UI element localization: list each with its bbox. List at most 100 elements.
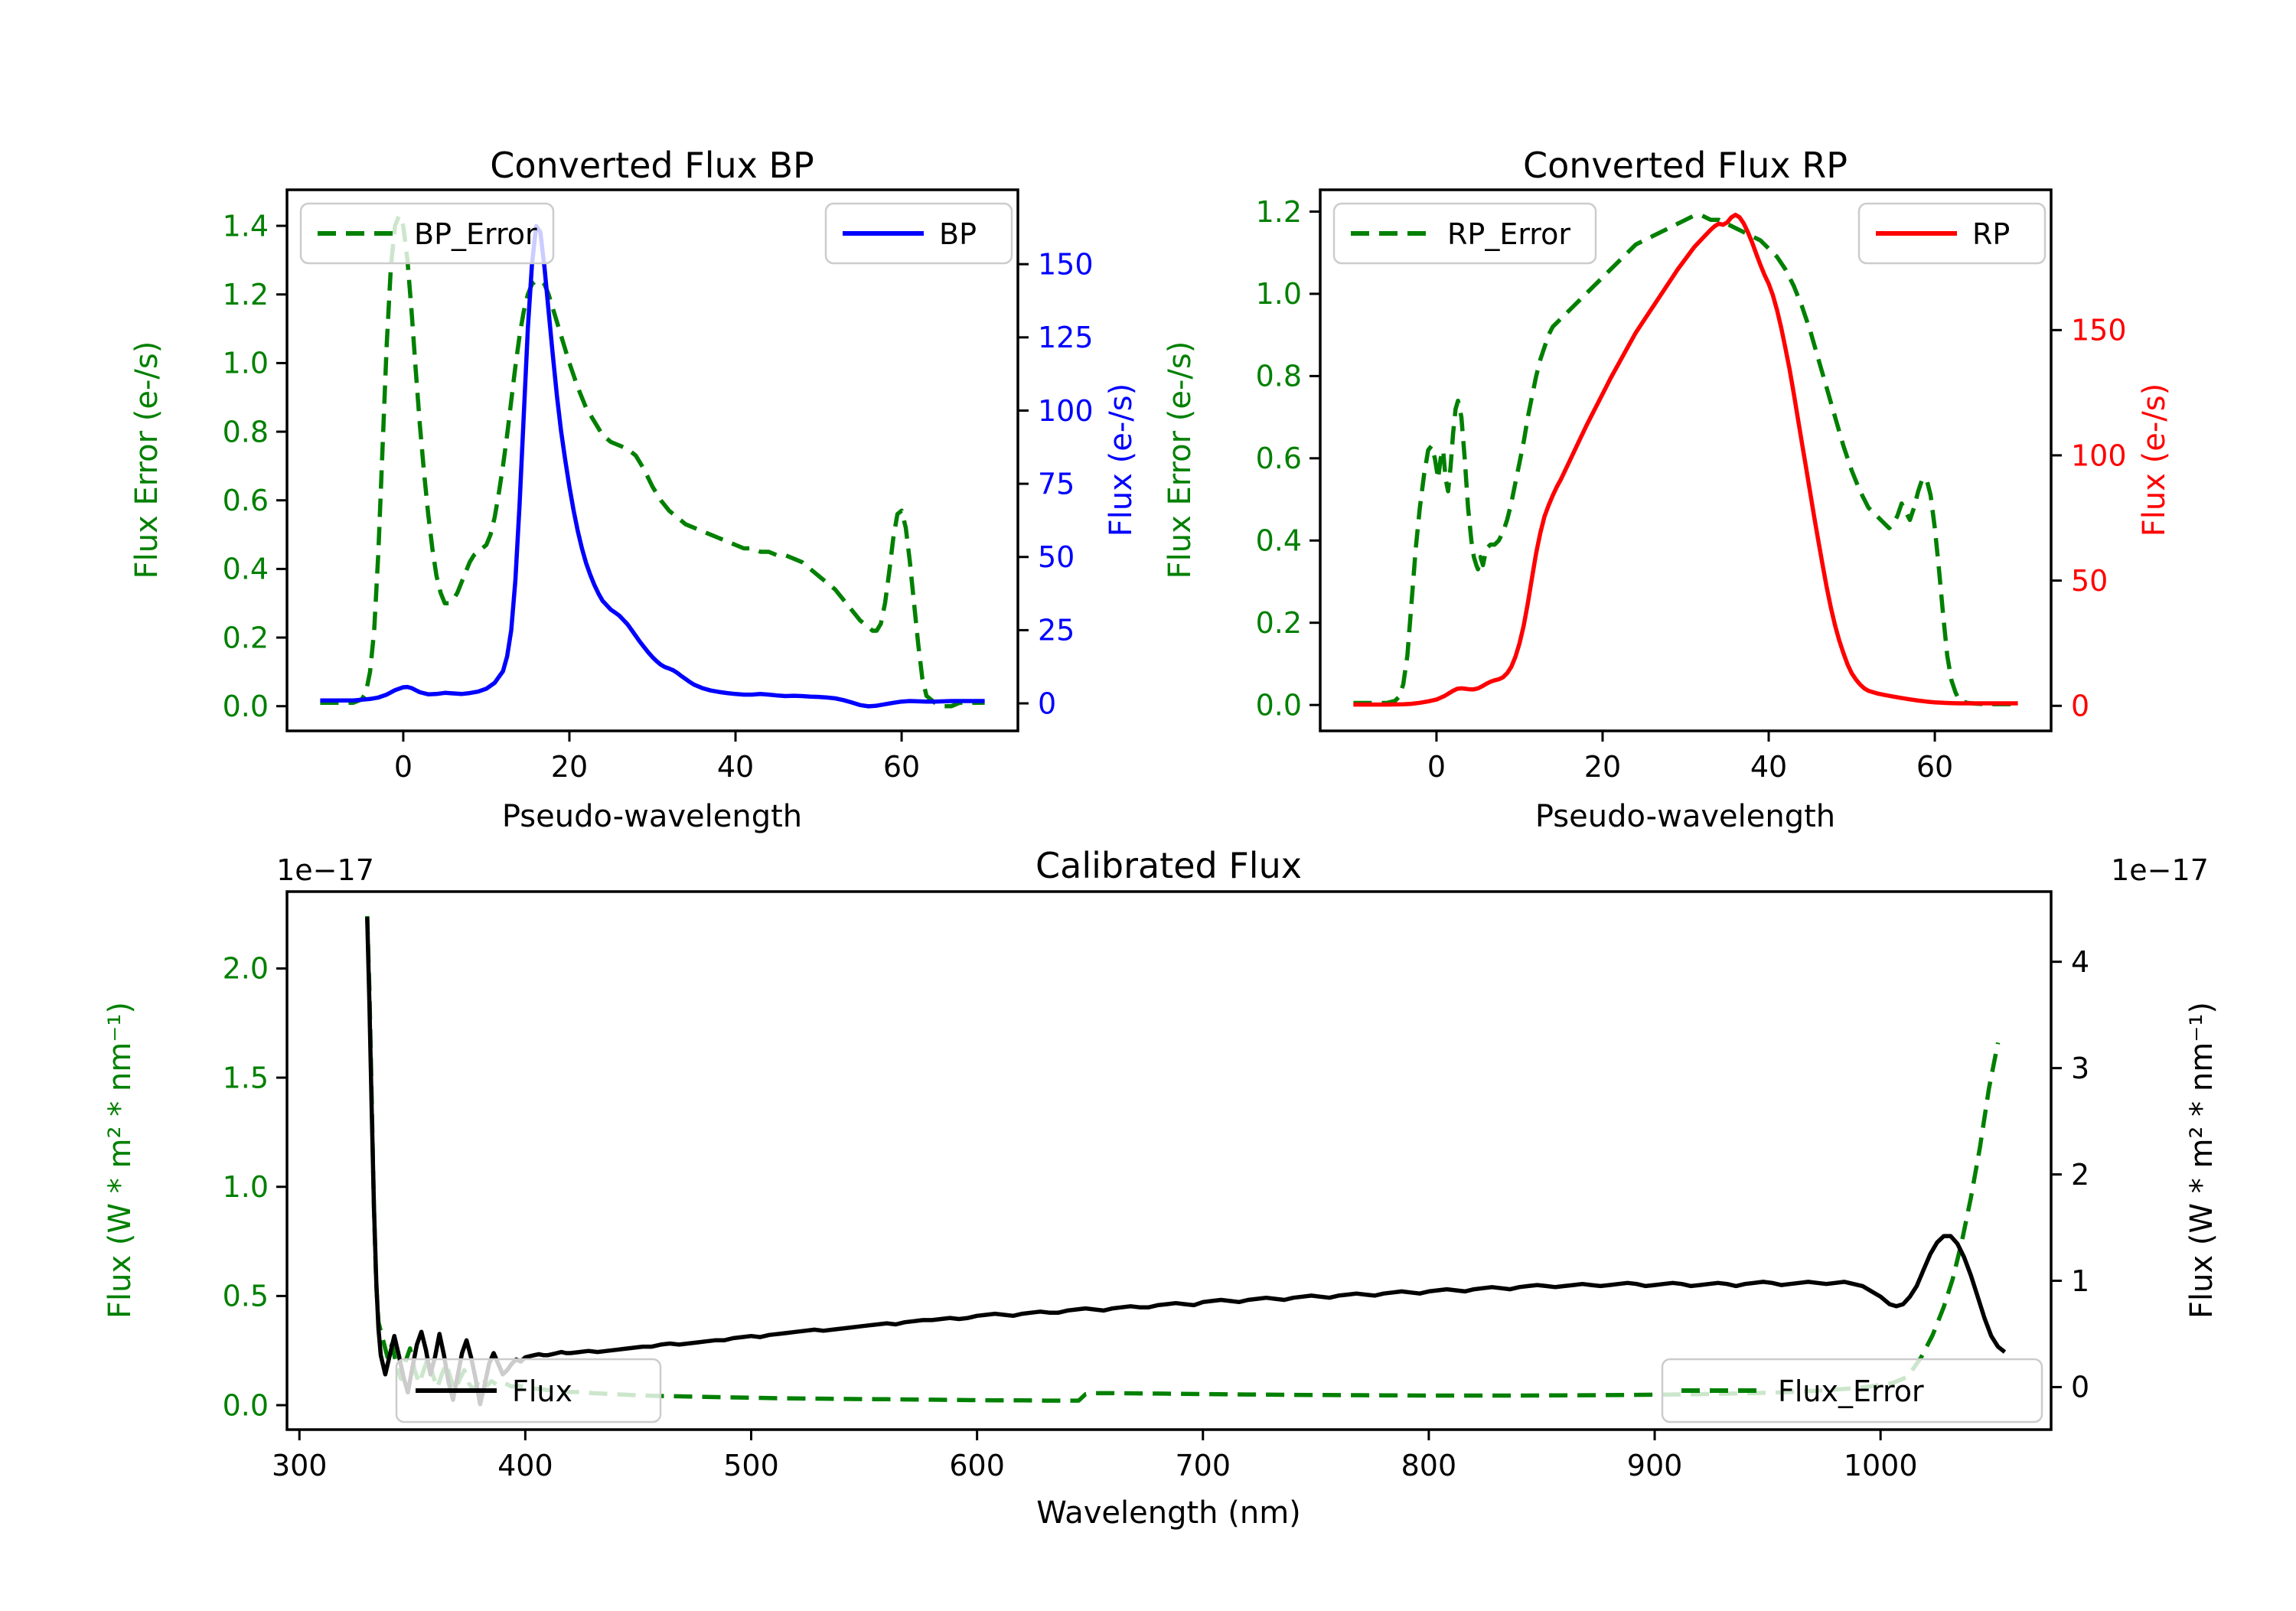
y-tick-label-left: 1.0 [223,347,269,380]
y-tick-label-right: 4 [2071,945,2089,979]
x-tick-label: 20 [551,750,588,784]
y-tick-label-right: 150 [2071,314,2127,347]
y-tick-label-right: 3 [2071,1052,2089,1085]
y-tick-label-left: 0.2 [223,621,269,654]
y-tick-label-right: 2 [2071,1158,2089,1192]
y-tick-label-left: 0.8 [1256,360,1302,393]
y-tick-label-left: 0.0 [223,690,269,723]
cal-ticks: 300 400 500 600 700 800 900 1000 0.0 0.5 1.0 1.5 2.0… [223,945,2090,1482]
x-tick-label: 700 [1176,1449,1231,1482]
y-tick-label-right: 50 [1038,540,1075,574]
legend-frame [299,202,555,265]
y-tick-label-left: 0.8 [223,415,269,448]
bp-curves [320,213,985,709]
bp-ticks: 0 20 40 60 0.0 0.2 0.4 0.6 0.8 1.0 1.2 1.4 0 25 50 75 10… [223,209,1094,784]
bp-line [320,223,985,709]
y-tick-label-right: 75 [1038,467,1075,501]
rp-curves [1353,212,2018,707]
rp-error-legend: RP_Error [1332,202,1597,265]
x-tick-label: 500 [723,1449,779,1482]
y-tick-label-right: 100 [2071,439,2127,472]
cal-curves [365,915,2007,1407]
x-tick-label: 20 [1584,750,1621,784]
flux-error-legend: Flux_Error [1661,1358,2043,1423]
cal-ylabel-right: Flux (W * m² * nm⁻¹) [2184,1002,2219,1319]
x-tick-label: 300 [272,1449,328,1482]
legend-frame [1661,1358,2043,1423]
y-tick-label-right: 50 [2071,564,2108,598]
flux-line [365,917,2007,1407]
bp-legend: BP [824,202,1013,265]
rp-ylabel-right: Flux (e-/s) [2137,383,2172,536]
subplot-calibrated: Calibrated Flux 1e−17 1e−17 Wavelength (… [103,845,2219,1531]
y-tick-label-left: 1.0 [1256,277,1302,311]
cal-title: Calibrated Flux [1035,845,1302,886]
x-tick-label: 900 [1627,1449,1683,1482]
cal-ylabel-left: Flux (W * m² * nm⁻¹) [103,1002,138,1319]
x-tick-label: 0 [1427,750,1446,784]
legend-frame [395,1358,662,1423]
cal-left-offset: 1e−17 [276,853,374,887]
bp-plot-frame [285,188,1019,732]
y-tick-label-right: 150 [1038,247,1094,281]
flux-legend: Flux [395,1358,662,1423]
bp-ylabel-left: Flux Error (e-/s) [129,341,165,579]
rp-ticks: 0 20 40 60 0.0 0.2 0.4 0.6 0.8 1.0 1.2 0 50 100 150 [1256,195,2127,784]
bp-error-legend-label: BP_Error [414,217,537,251]
cal-xlabel: Wavelength (nm) [1036,1495,1301,1531]
flux-legend-label: Flux [512,1375,572,1408]
bp-legend-label: BP [939,217,977,251]
bp-error-line [320,213,985,709]
y-tick-label-left: 0.0 [1256,688,1302,722]
y-tick-label-left: 0.4 [223,553,269,586]
rp-xlabel: Pseudo-wavelength [1535,799,1835,834]
y-tick-label-left: 0.6 [223,484,269,517]
y-tick-label-left: 1.2 [1256,195,1302,229]
rp-legend: RP [1857,202,2047,265]
y-tick-label-left: 1.2 [223,278,269,311]
y-tick-label-left: 1.5 [223,1061,269,1094]
y-tick-label-right: 0 [1038,686,1056,720]
bp-ylabel-right: Flux (e-/s) [1104,383,1139,536]
x-tick-label: 40 [717,750,754,784]
cal-right-offset: 1e−17 [2111,853,2209,887]
x-tick-label: 40 [1750,750,1787,784]
bp-xlabel: Pseudo-wavelength [502,799,802,834]
y-tick-label-right: 0 [2071,1371,2089,1404]
x-tick-label: 600 [949,1449,1005,1482]
bp-title: Converted Flux BP [490,145,814,186]
y-tick-label-left: 1.0 [223,1170,269,1204]
x-tick-label: 0 [394,750,413,784]
cal-plot-frame [285,890,2053,1431]
y-tick-label-left: 0.0 [223,1388,269,1422]
y-tick-label-left: 2.0 [223,952,269,986]
flux-error-line [365,915,2001,1403]
y-tick-label-left: 0.6 [1256,442,1302,475]
y-tick-label-left: 1.4 [223,209,269,243]
rp-error-legend-label: RP_Error [1447,217,1570,251]
rp-plot-frame [1319,188,2053,732]
legend-frame [1332,202,1597,265]
rp-error-line [1353,214,2018,706]
subplot-bp: Converted Flux BP Pseudo-wavelength Flux… [129,145,1139,834]
y-tick-label-right: 25 [1038,614,1075,647]
x-tick-label: 1000 [1844,1449,1918,1482]
x-tick-label: 800 [1401,1449,1457,1482]
bp-error-legend: BP_Error [299,202,555,265]
y-tick-label-right: 125 [1038,321,1094,354]
y-tick-label-left: 0.5 [223,1280,269,1313]
y-tick-label-right: 100 [1038,394,1094,428]
y-tick-label-right: 0 [2071,690,2089,723]
x-tick-label: 60 [1916,750,1953,784]
x-tick-label: 60 [883,750,920,784]
subplot-rp: Converted Flux RP Pseudo-wavelength Flux… [1163,145,2172,834]
rp-ylabel-left: Flux Error (e-/s) [1163,341,1198,579]
rp-legend-label: RP [1972,217,2010,251]
x-tick-label: 400 [497,1449,553,1482]
y-tick-label-left: 0.4 [1256,524,1302,558]
flux-error-legend-label: Flux_Error [1778,1375,1924,1408]
rp-title: Converted Flux RP [1523,145,1848,186]
y-tick-label-left: 0.2 [1256,606,1302,640]
